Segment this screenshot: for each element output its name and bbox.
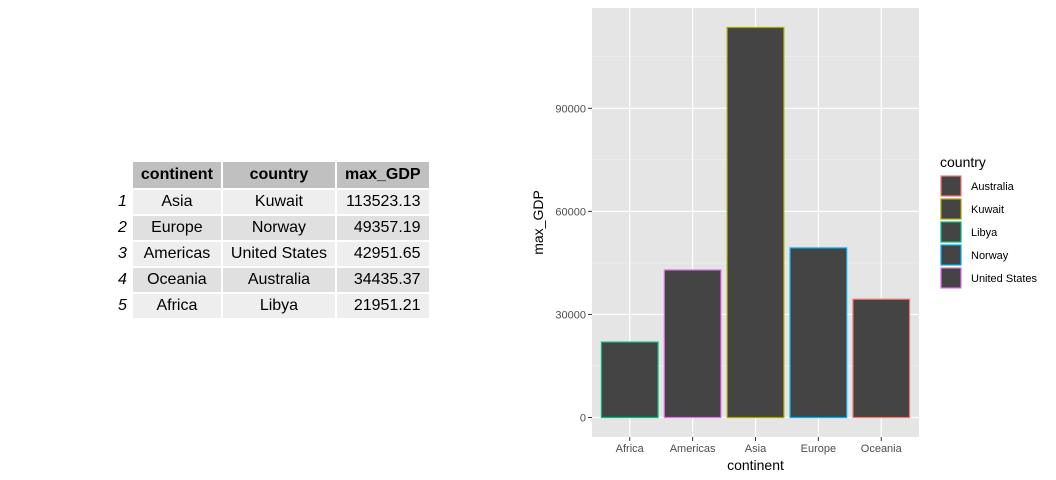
bar-europe <box>789 247 848 419</box>
table-row: 5 Africa Libya 21951.21 <box>114 294 429 318</box>
x-axis-title: continent <box>727 457 784 473</box>
table-row: 1 Asia Kuwait 113523.13 <box>114 190 429 214</box>
legend-label: United States <box>971 273 1038 285</box>
data-table: continent country max_GDP 1 Asia Kuwait … <box>112 160 431 320</box>
table-row: 4 Oceania Australia 34435.37 <box>114 268 429 292</box>
column-header-continent: continent <box>132 162 221 188</box>
y-tick-label: 60000 <box>555 206 586 218</box>
bar-africa <box>600 341 659 419</box>
column-header-country: country <box>222 162 335 188</box>
y-tick-label: 30000 <box>555 309 586 321</box>
cell-continent: Oceania <box>132 268 221 292</box>
cell-continent: Africa <box>132 294 221 318</box>
bar-oceania <box>852 298 911 419</box>
cell-country: United States <box>222 242 335 266</box>
cell-continent: Americas <box>132 242 221 266</box>
bar-chart: 0 30000 60000 90000 Africa Americas Asia Europe… <box>530 8 1038 473</box>
row-number: 4 <box>118 271 127 288</box>
legend-title: country <box>940 154 986 170</box>
legend-key <box>940 198 962 220</box>
y-tick-label: 90000 <box>555 103 586 115</box>
cell-max-gdp: 49357.19 <box>336 216 429 240</box>
row-number: 3 <box>118 245 127 262</box>
table-row: 2 Europe Norway 49357.19 <box>114 216 429 240</box>
cell-max-gdp: 21951.21 <box>336 294 429 318</box>
row-number: 5 <box>118 297 127 314</box>
bar-asia <box>726 26 785 419</box>
y-axis-title: max_GDP <box>530 190 546 255</box>
cell-country: Australia <box>222 268 335 292</box>
legend-label: Kuwait <box>971 204 1004 216</box>
x-tick-label: Oceania <box>861 443 903 455</box>
cell-max-gdp: 113523.13 <box>336 190 429 214</box>
legend-label: Australia <box>971 181 1015 193</box>
x-tick-label: Europe <box>801 443 836 455</box>
cell-continent: Europe <box>132 216 221 240</box>
bars <box>600 26 911 419</box>
x-tick-label: Americas <box>670 443 716 455</box>
legend-key <box>940 267 962 289</box>
cell-country: Norway <box>222 216 335 240</box>
row-number: 1 <box>118 193 127 210</box>
x-tick-label: Asia <box>745 443 767 455</box>
bar-americas <box>663 269 722 419</box>
table-header-row: continent country max_GDP <box>114 162 429 188</box>
axes: 0 30000 60000 90000 Africa Americas Asia Europe… <box>555 103 902 455</box>
cell-continent: Asia <box>132 190 221 214</box>
table-row: 3 Americas United States 42951.65 <box>114 242 429 266</box>
cell-max-gdp: 34435.37 <box>336 268 429 292</box>
legend-label: Libya <box>971 227 998 239</box>
cell-country: Kuwait <box>222 190 335 214</box>
x-tick-label: Africa <box>616 443 645 455</box>
legend: country Australia Kuwait Libya Norway United… <box>940 154 1038 289</box>
column-header-max-gdp: max_GDP <box>336 162 429 188</box>
legend-key <box>940 175 962 197</box>
cell-max-gdp: 42951.65 <box>336 242 429 266</box>
legend-label: Norway <box>971 250 1009 262</box>
row-number: 2 <box>118 219 127 236</box>
data-table-container: continent country max_GDP 1 Asia Kuwait … <box>112 160 431 320</box>
cell-country: Libya <box>222 294 335 318</box>
y-tick-label: 0 <box>580 413 586 425</box>
legend-key <box>940 221 962 243</box>
legend-key <box>940 244 962 266</box>
rowname-header <box>114 162 131 188</box>
